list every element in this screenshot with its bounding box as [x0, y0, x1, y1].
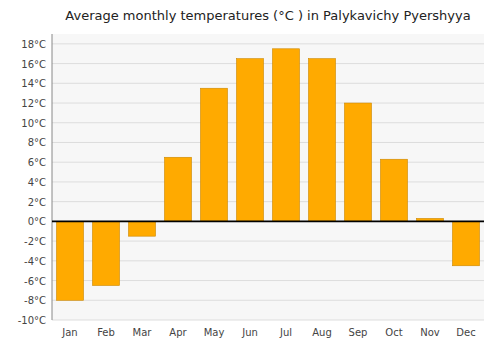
- y-axis: -10°C -8°C -6°C -4°C -2°C 0°C 2°C 4°C 6°C 8°C 10°C…: [18, 39, 484, 326]
- grid-line: [52, 221, 484, 222]
- y-tick-label: 18°C: [21, 39, 46, 50]
- y-tick-label: 16°C: [21, 59, 46, 70]
- bar: [237, 59, 264, 222]
- y-tick-label: 14°C: [21, 78, 46, 89]
- grid-line: [52, 162, 484, 163]
- y-tick-label: 12°C: [21, 98, 46, 109]
- grid-line: [52, 122, 484, 123]
- x-tick-label: Dec: [456, 327, 475, 338]
- y-tick-label: 2°C: [28, 197, 46, 208]
- bar: [57, 221, 84, 300]
- y-tick-label: -8°C: [24, 295, 46, 306]
- zero-line: [52, 220, 484, 222]
- x-tick-label: May: [204, 327, 225, 338]
- grid-line: [52, 103, 484, 104]
- y-tick-label: 8°C: [28, 137, 46, 148]
- x-axis: Jan Feb Mar Apr May Jun Jul Aug Sep Oct Nov Dec: [61, 327, 475, 338]
- bars: [52, 49, 484, 300]
- grid-line: [52, 142, 484, 143]
- y-tick-label: 0°C: [28, 216, 46, 227]
- x-tick-label: Jun: [241, 327, 258, 338]
- y-tick-label: 10°C: [21, 118, 46, 129]
- y-tick-label: -4°C: [24, 256, 46, 267]
- grid-line: [52, 83, 484, 84]
- y-tick-label: 4°C: [28, 177, 46, 188]
- grid-line: [52, 43, 484, 44]
- grid-line: [52, 181, 484, 182]
- x-tick-label: Jan: [61, 327, 77, 338]
- x-tick-label: Sep: [349, 327, 368, 338]
- x-tick-label: Feb: [97, 327, 115, 338]
- plot-area: [52, 34, 484, 320]
- y-tick-label: -2°C: [24, 236, 46, 247]
- x-tick-label: Aug: [312, 327, 332, 338]
- grid-line: [52, 320, 484, 321]
- grid-line: [52, 63, 484, 64]
- grid-line: [52, 300, 484, 301]
- x-tick-label: Mar: [133, 327, 153, 338]
- bar: [345, 103, 372, 221]
- x-tick-label: Apr: [169, 327, 187, 338]
- bar: [381, 159, 408, 221]
- chart: Average monthly temperatures (°C ) in Pa…: [0, 0, 500, 350]
- x-tick-label: Nov: [420, 327, 440, 338]
- x-tick-label: Jul: [279, 327, 292, 338]
- x-tick-label: Oct: [385, 327, 402, 338]
- y-axis-line: [52, 34, 53, 320]
- y-tick-label: -10°C: [18, 315, 46, 326]
- bar: [93, 221, 120, 285]
- bar: [273, 49, 300, 222]
- bar: [165, 157, 192, 221]
- title: Average monthly temperatures (°C ) in Pa…: [65, 8, 470, 23]
- y-tick-label: 6°C: [28, 157, 46, 168]
- bar: [453, 221, 480, 265]
- grid-line: [52, 201, 484, 202]
- bar: [129, 221, 156, 236]
- bar: [309, 59, 336, 222]
- y-tick-label: -6°C: [24, 276, 46, 287]
- bar: [201, 88, 228, 221]
